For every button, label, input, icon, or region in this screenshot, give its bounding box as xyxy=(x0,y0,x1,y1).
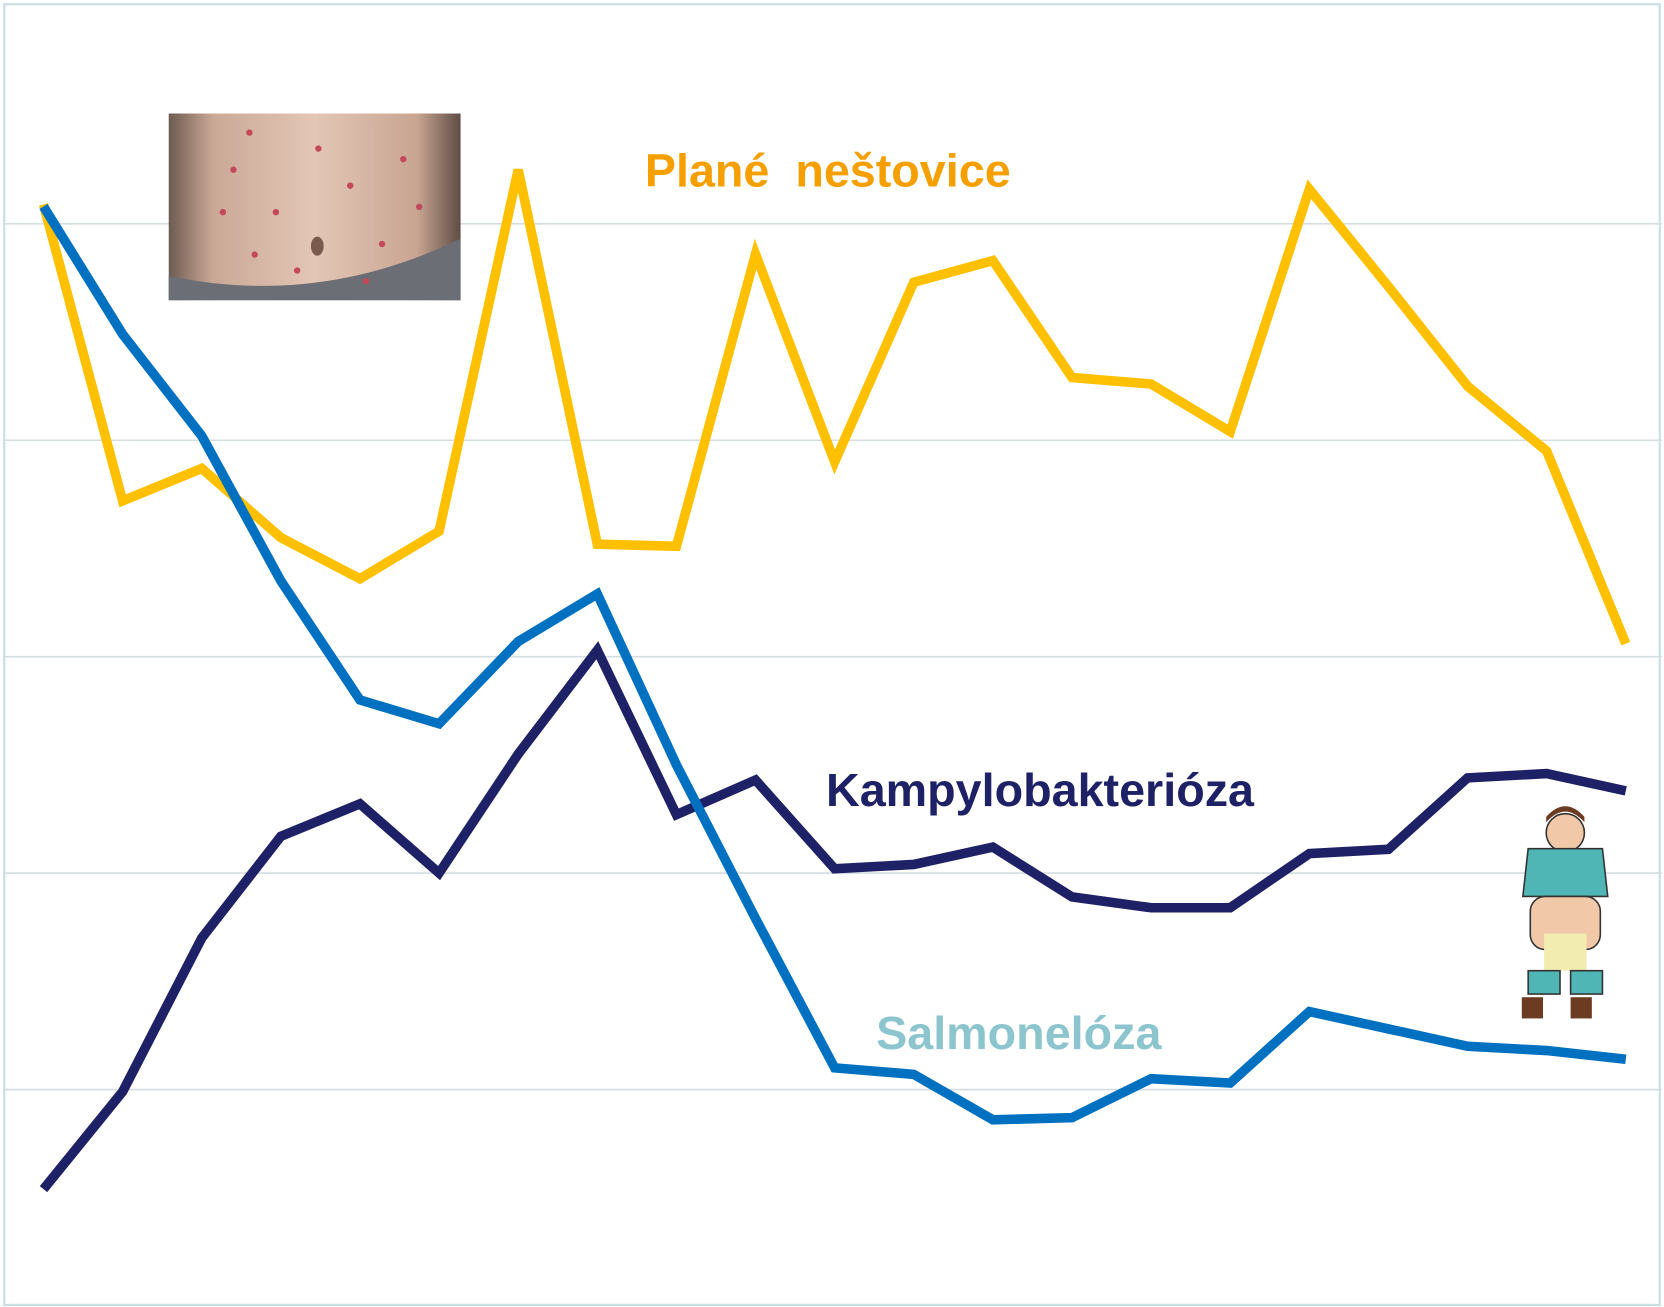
series-line xyxy=(39,641,1627,1193)
series-line xyxy=(38,168,1631,646)
series-label: Plané neštovice xyxy=(645,144,1011,196)
frame xyxy=(3,3,1661,1306)
series-label: Kampylobakterióza xyxy=(826,764,1255,816)
photo xyxy=(168,113,461,301)
series-label: Salmonelóza xyxy=(876,1007,1162,1059)
illustration xyxy=(1521,806,1609,1019)
series-line xyxy=(39,204,1627,1125)
